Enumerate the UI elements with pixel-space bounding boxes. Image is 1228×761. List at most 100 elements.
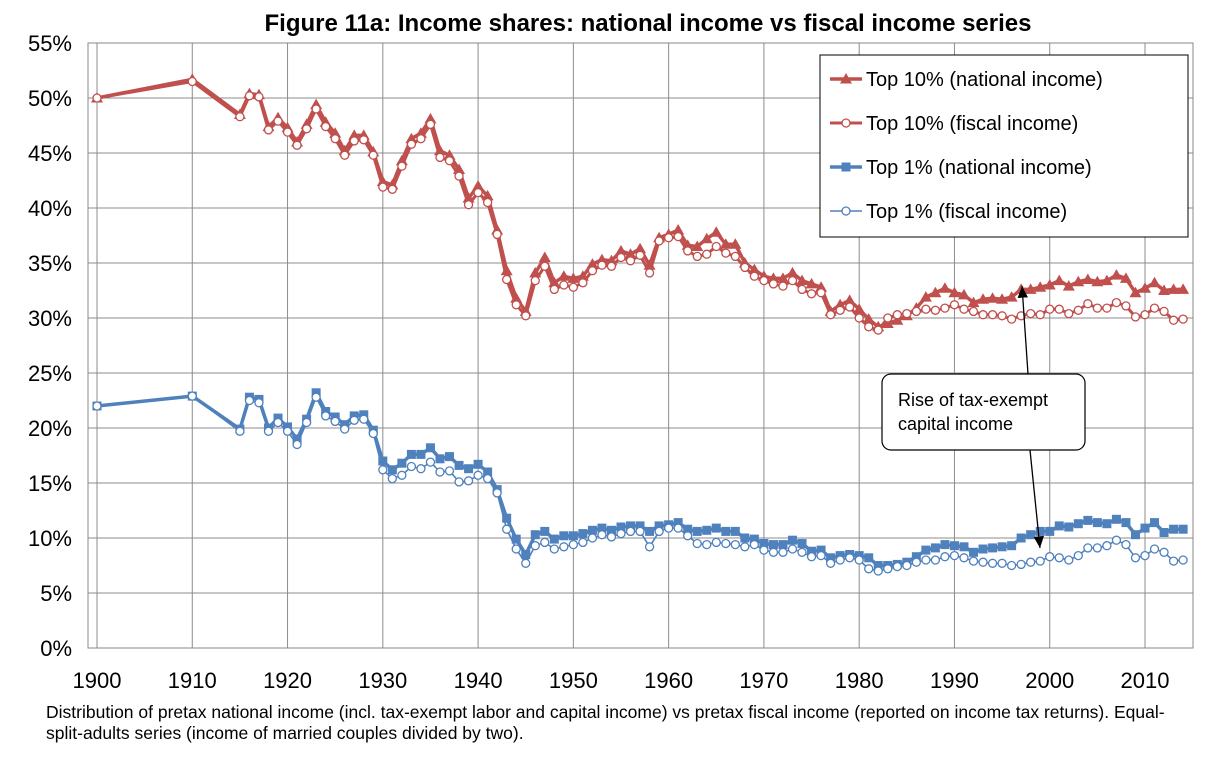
y-axis-tick-labels: 0% 5% 10% 15% 20% 25% 30% 35% 40% 45% 50% 55%	[28, 31, 72, 661]
data-point-top-10-fiscal-income	[978, 310, 988, 320]
data-point-top-1-fiscal-income	[511, 544, 521, 554]
data-point-top-1-fiscal-income	[1159, 547, 1169, 557]
data-point-top-10-fiscal-income	[1073, 305, 1083, 315]
data-point-top-10-national-income	[586, 258, 599, 269]
data-point-top-1-fiscal-income	[1064, 555, 1074, 565]
data-point-top-10-fiscal-income	[1168, 315, 1179, 325]
data-point-top-10-national-income	[1005, 291, 1018, 302]
data-point-top-1-fiscal-income	[1035, 556, 1045, 566]
data-point-top-10-fiscal-income	[854, 313, 864, 323]
data-point-top-10-national-income	[634, 242, 647, 254]
data-point-top-1-national-income	[654, 521, 664, 531]
data-point-top-1-fiscal-income	[1178, 555, 1188, 565]
data-point-top-10-fiscal-income	[568, 282, 579, 292]
data-point-top-1-national-income	[768, 540, 778, 550]
x-tick-label: 1930	[358, 668, 407, 693]
data-point-top-1-fiscal-income	[930, 555, 941, 565]
data-point-top-10-fiscal-income	[949, 300, 960, 310]
data-point-top-10-fiscal-income	[92, 93, 102, 103]
data-point-top-1-fiscal-income	[1130, 553, 1141, 563]
data-point-top-10-fiscal-income	[587, 266, 598, 276]
data-point-top-1-fiscal-income	[959, 553, 969, 563]
legend-label-top-10-fiscal-income: Top 10% (fiscal income)	[866, 113, 1078, 135]
data-point-top-1-national-income	[521, 550, 531, 559]
data-point-top-1-fiscal-income	[692, 538, 702, 549]
data-point-top-1-fiscal-income	[244, 395, 255, 406]
data-point-top-1-fiscal-income	[340, 424, 350, 434]
data-point-top-1-fiscal-income	[578, 537, 588, 548]
data-point-top-1-fiscal-income	[730, 539, 740, 550]
data-point-top-1-national-income	[749, 534, 759, 544]
data-point-top-10-fiscal-income	[349, 136, 359, 146]
data-point-top-1-fiscal-income	[282, 426, 293, 436]
data-point-top-10-national-income	[595, 253, 608, 265]
data-point-top-1-fiscal-income	[463, 476, 474, 486]
data-point-top-10-national-income	[1081, 273, 1094, 284]
data-point-top-10-fiscal-income	[654, 236, 664, 246]
data-point-top-10-national-income	[796, 274, 809, 286]
data-point-top-1-fiscal-income	[92, 401, 102, 411]
data-point-top-10-fiscal-income	[578, 278, 588, 288]
data-point-top-1-fiscal-income	[845, 553, 855, 563]
data-point-top-1-national-income	[616, 522, 626, 532]
data-point-top-10-fiscal-income	[444, 156, 455, 166]
data-point-top-10-fiscal-income	[625, 256, 636, 266]
data-point-top-10-fiscal-income	[549, 284, 559, 295]
data-point-top-10-fiscal-income	[892, 310, 902, 320]
data-point-top-10-fiscal-income	[683, 246, 693, 256]
x-axis-tick-labels: 1900 1910 1920 1930 1940 1950 1960 1970 1980 1990…	[73, 668, 1170, 693]
data-point-top-1-fiscal-income	[768, 547, 779, 557]
data-point-top-1-fiscal-income	[654, 526, 664, 537]
data-point-top-1-national-income	[292, 434, 302, 444]
data-point-top-10-national-income	[1119, 272, 1132, 283]
data-point-top-1-fiscal-income	[321, 411, 331, 421]
legend-marker-top-10-national-income	[840, 73, 852, 84]
data-point-top-10-fiscal-income	[340, 150, 350, 160]
data-point-top-10-fiscal-income	[702, 249, 712, 259]
data-point-top-1-fiscal-income	[806, 552, 817, 562]
data-point-top-10-national-income	[948, 286, 961, 298]
data-point-top-10-fiscal-income	[530, 275, 540, 286]
data-point-top-1-national-income	[997, 542, 1007, 552]
data-point-top-1-fiscal-income	[502, 524, 512, 534]
data-point-top-10-national-income	[1177, 283, 1190, 294]
data-point-top-1-national-income	[864, 553, 874, 563]
y-tick-label: 50%	[28, 86, 72, 111]
data-point-top-10-national-income	[1110, 269, 1123, 280]
data-point-top-10-fiscal-income	[435, 152, 445, 163]
data-point-top-10-national-income	[938, 282, 951, 293]
data-point-top-10-fiscal-income	[816, 288, 826, 298]
annotation-arrow-up	[1017, 285, 1029, 375]
legend-label-top-1-fiscal-income: Top 1% (fiscal income)	[866, 201, 1067, 223]
data-point-top-1-national-income	[549, 534, 559, 544]
data-point-top-10-national-income	[967, 296, 980, 308]
data-point-top-10-fiscal-income	[1045, 304, 1055, 314]
data-point-top-1-national-income	[597, 523, 607, 533]
data-point-top-1-fiscal-income	[740, 542, 750, 552]
data-point-top-10-fiscal-income	[273, 116, 283, 126]
data-point-top-10-fiscal-income	[1092, 303, 1103, 313]
data-point-top-1-national-income	[635, 521, 645, 531]
data-point-top-10-fiscal-income	[406, 139, 417, 149]
data-point-top-1-fiscal-income	[559, 542, 569, 552]
data-point-top-10-national-income	[919, 291, 932, 302]
data-point-top-1-national-income	[1159, 528, 1169, 537]
data-point-top-10-fiscal-income	[1140, 310, 1150, 320]
data-point-top-10-fiscal-income	[378, 182, 388, 192]
x-tick-label: 1910	[168, 668, 217, 693]
data-point-top-1-national-income	[587, 525, 597, 535]
data-point-top-1-national-income	[397, 458, 407, 468]
data-point-top-10-fiscal-income	[301, 124, 312, 134]
data-point-top-1-fiscal-income	[921, 555, 931, 565]
data-point-top-1-national-income	[464, 464, 474, 474]
y-tick-label: 45%	[28, 141, 72, 166]
data-point-top-1-fiscal-income	[387, 473, 397, 484]
y-tick-label: 35%	[28, 251, 72, 276]
legend-marker-top-10-fiscal-income	[841, 118, 851, 128]
data-point-top-1-fiscal-income	[530, 541, 540, 551]
data-point-top-10-national-income	[767, 272, 780, 283]
data-point-top-10-fiscal-income	[864, 322, 874, 332]
data-point-top-1-fiscal-income	[235, 426, 245, 436]
x-tick-label: 1940	[454, 668, 503, 693]
data-point-top-10-national-income	[500, 264, 513, 276]
